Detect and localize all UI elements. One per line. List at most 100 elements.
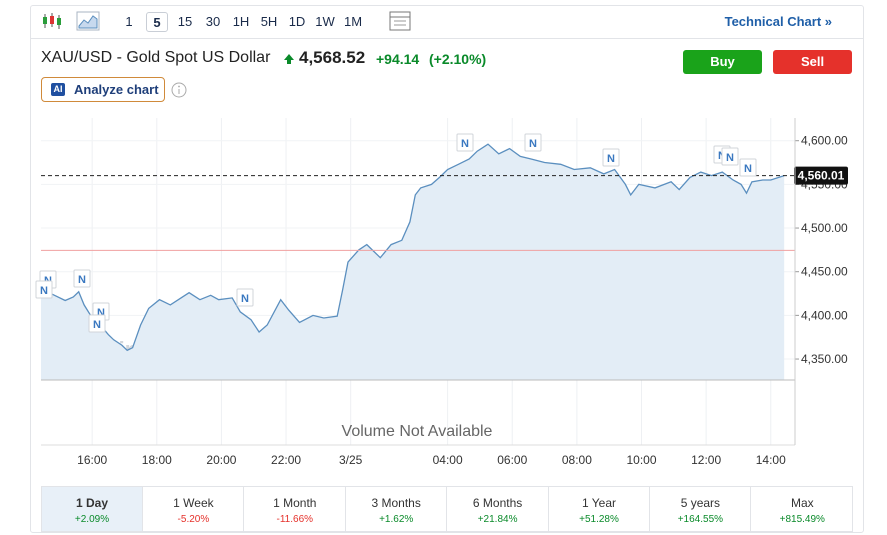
interval-option[interactable]: 5 xyxy=(146,12,168,32)
period-cell[interactable]: 1 Day +2.09% xyxy=(42,487,143,531)
x-tick-label: 18:00 xyxy=(142,453,172,467)
x-tick-label: 06:00 xyxy=(497,453,527,467)
x-tick-label: 08:00 xyxy=(562,453,592,467)
y-tick-label: 4,600.00 xyxy=(801,134,848,148)
sell-button[interactable]: Sell xyxy=(773,50,852,74)
period-label: 3 Months xyxy=(371,496,421,510)
period-label: 1 Day xyxy=(75,496,109,510)
news-marker-box xyxy=(739,158,757,177)
indicators-icon[interactable] xyxy=(389,11,411,31)
period-cell[interactable]: 3 Months +1.62% xyxy=(346,487,448,531)
price-change-pct: (+2.10%) xyxy=(429,51,487,67)
news-marker-box xyxy=(721,147,739,166)
news-marker[interactable]: N xyxy=(88,314,106,333)
x-tick-label: 3/25 xyxy=(339,453,363,467)
news-marker-label: N xyxy=(607,153,615,165)
x-tick-label: 04:00 xyxy=(433,453,463,467)
news-marker-label: N xyxy=(78,274,86,286)
interval-option[interactable]: 1M xyxy=(343,14,363,29)
x-tick-label: 20:00 xyxy=(206,453,236,467)
price-chart: 16:00 18:00 20:00 22:00 3/25 04:00 06:00 08:00 1… xyxy=(35,118,848,467)
news-marker-box xyxy=(602,148,620,167)
period-label: 1 Week xyxy=(173,496,214,510)
price-area xyxy=(41,144,785,380)
news-marker[interactable]: N xyxy=(35,280,53,299)
news-marker-label: N xyxy=(461,138,469,150)
news-marker-box xyxy=(88,314,106,333)
last-price-label: 4,560.01 xyxy=(798,169,845,183)
news-marker-label: N xyxy=(744,163,752,175)
period-change: +51.28% xyxy=(579,514,619,525)
news-marker-box xyxy=(456,133,474,152)
period-label: 1 Month xyxy=(273,496,317,510)
news-marker-label: N xyxy=(93,319,101,331)
x-tick-label: 14:00 xyxy=(756,453,786,467)
news-marker[interactable]: N xyxy=(456,133,474,152)
period-cell[interactable]: 5 years +164.55% xyxy=(650,487,752,531)
y-tick-label: 4,450.00 xyxy=(801,265,848,279)
period-label: 6 Months xyxy=(472,496,523,510)
toolbar xyxy=(31,6,863,39)
x-tick-label: 16:00 xyxy=(77,453,107,467)
y-tick-label: 4,350.00 xyxy=(801,352,848,366)
period-cell[interactable]: 1 Year +51.28% xyxy=(549,487,650,531)
period-cell[interactable]: 6 Months +21.84% xyxy=(448,487,549,531)
news-marker[interactable]: N xyxy=(602,148,620,167)
period-cell[interactable]: Max +815.49% xyxy=(752,487,853,531)
x-tick-label: 22:00 xyxy=(271,453,301,467)
up-arrow xyxy=(284,54,294,64)
news-marker-label: N xyxy=(40,285,48,297)
news-marker[interactable]: N xyxy=(739,158,757,177)
period-change: +21.84% xyxy=(477,514,518,525)
price: 4,568.52 xyxy=(299,48,366,67)
interval-option[interactable]: 5H xyxy=(260,14,278,29)
news-marker[interactable]: N xyxy=(721,147,739,166)
interval-option[interactable]: 15 xyxy=(177,14,193,29)
interval-option[interactable]: 1 xyxy=(125,14,133,29)
news-marker-box xyxy=(236,288,254,307)
info-icon[interactable] xyxy=(171,82,187,98)
analyze-button[interactable]: AI Analyze chart xyxy=(41,77,165,102)
news-marker-label: N xyxy=(97,307,105,319)
news-marker-label: N xyxy=(529,138,537,150)
symbol-title: XAU/USD - Gold Spot US Dollar xyxy=(41,49,271,66)
x-tick-label: 10:00 xyxy=(626,453,656,467)
news-marker-box xyxy=(35,280,53,299)
news-marker-label: N xyxy=(726,152,734,164)
interval-option[interactable]: 30 xyxy=(205,14,221,29)
news-marker-box xyxy=(524,133,542,152)
period-label: 1 Year xyxy=(581,496,617,510)
news-marker[interactable]: N xyxy=(524,133,542,152)
ai-badge: AI xyxy=(51,83,65,96)
technical-chart-link[interactable]: Technical Chart » xyxy=(724,14,832,29)
period-table-border xyxy=(41,486,853,532)
period-cell[interactable]: 1 Week -5.20% xyxy=(143,487,245,531)
period-label: Max xyxy=(790,496,814,510)
interval-option[interactable]: 1W xyxy=(315,14,335,29)
candles-icon[interactable] xyxy=(40,10,64,32)
news-marker[interactable]: N xyxy=(236,288,254,307)
widget-card xyxy=(30,5,864,533)
news-marker[interactable]: N xyxy=(73,269,91,288)
period-change: +164.55% xyxy=(677,514,724,525)
buy-button[interactable]: Buy xyxy=(683,50,762,74)
period-change: -5.20% xyxy=(177,514,210,525)
news-marker-box xyxy=(73,269,91,288)
interval-option[interactable]: 1D xyxy=(288,14,306,29)
period-cell[interactable]: 1 Month -11.66% xyxy=(245,487,346,531)
price-change: +94.14 xyxy=(376,51,420,67)
interval-option[interactable]: 1H xyxy=(232,14,250,29)
y-tick-label: 4,400.00 xyxy=(801,308,848,322)
last-price-box xyxy=(794,166,848,185)
volume-note: Volume Not Available xyxy=(342,423,493,440)
price-line xyxy=(40,143,785,352)
period-change: -11.66% xyxy=(276,514,314,525)
area-icon[interactable] xyxy=(76,10,100,32)
period-change: +2.09% xyxy=(74,514,110,525)
analyze-label: Analyze chart xyxy=(74,82,159,97)
news-marker-label: N xyxy=(241,293,249,305)
period-label: 5 years xyxy=(680,496,721,510)
y-tick-label: 4,500.00 xyxy=(801,221,848,235)
x-tick-label: 12:00 xyxy=(691,453,721,467)
